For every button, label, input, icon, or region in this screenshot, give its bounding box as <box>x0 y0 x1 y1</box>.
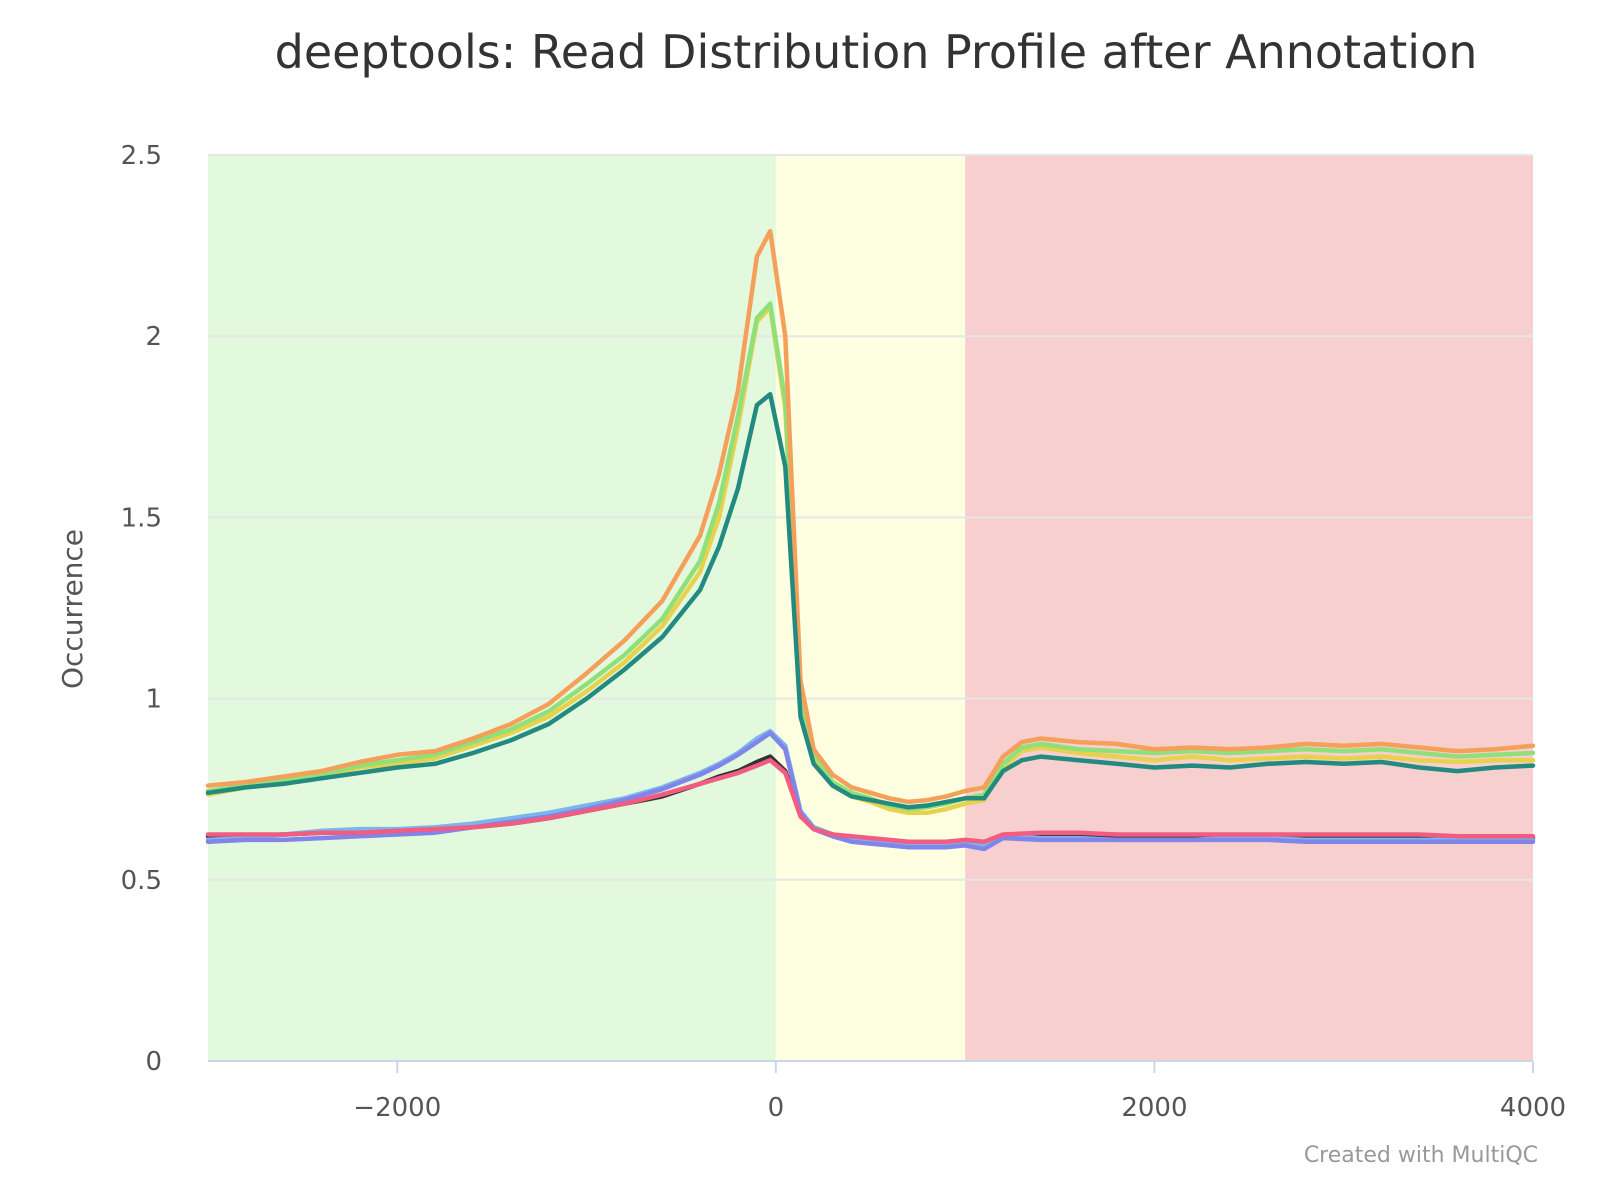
y-tick-labels: 0 0.5 1 1.5 2 2.5 <box>121 141 162 1077</box>
y-axis-title: Occurrence <box>56 529 89 689</box>
region-bands <box>208 155 1533 1061</box>
region-band-1 <box>775 155 966 1061</box>
series-line-3[interactable] <box>205 228 1536 805</box>
series-line-4[interactable] <box>205 391 1536 810</box>
y-tick-label: 0.5 <box>121 866 162 896</box>
x-tick-label: 4000 <box>1500 1093 1566 1123</box>
region-band-0 <box>208 155 776 1061</box>
y-tick-label: 2 <box>145 322 162 352</box>
x-tick-label: −2000 <box>353 1093 441 1123</box>
axes <box>208 1060 1534 1073</box>
y-tick-label: 0 <box>145 1047 162 1077</box>
y-gridlines <box>208 154 1533 881</box>
chart-title: deeptools: Read Distribution Profile aft… <box>275 25 1478 79</box>
x-tick-label: 0 <box>768 1093 785 1123</box>
y-tick-label: 2.5 <box>121 141 162 171</box>
y-tick-label: 1.5 <box>121 503 162 533</box>
series-lines <box>205 228 1536 852</box>
x-tick-labels: −2000 0 2000 4000 <box>353 1093 1566 1123</box>
x-tick-label: 2000 <box>1121 1093 1187 1123</box>
created-with-multiqc-credit[interactable]: Created with MultiQC <box>1304 1143 1538 1168</box>
series-line-2[interactable] <box>205 301 1536 812</box>
y-tick-label: 1 <box>145 685 162 715</box>
series-line-8[interactable] <box>205 757 1536 844</box>
region-band-2 <box>965 155 1533 1061</box>
